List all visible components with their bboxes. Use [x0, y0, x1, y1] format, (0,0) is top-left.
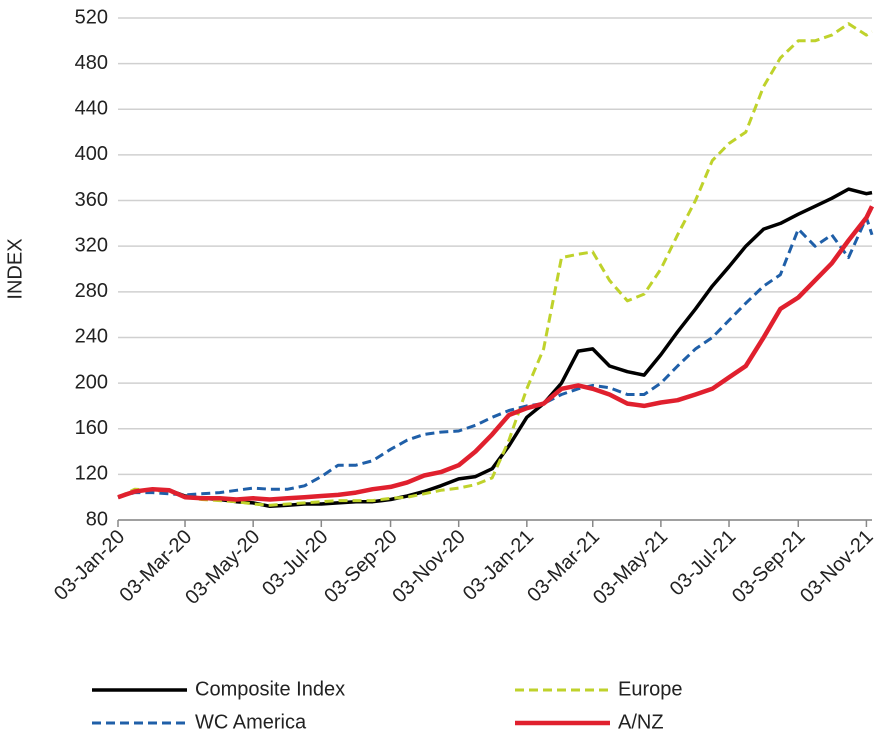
legend-label: Composite Index	[195, 678, 345, 700]
y-tick-label: 520	[75, 6, 108, 28]
x-tick-label: 03-Nov-20	[388, 526, 470, 608]
x-tick-label: 03-Sep-20	[320, 526, 402, 608]
y-tick-label: 80	[86, 508, 108, 530]
x-tick-label: 03-Nov-21	[796, 526, 878, 608]
y-tick-label: 400	[75, 143, 108, 165]
y-tick-label: 240	[75, 326, 108, 348]
y-tick-label: 200	[75, 371, 108, 393]
y-tick-label: 480	[75, 52, 108, 74]
x-tick-label: 03-May-21	[589, 526, 672, 609]
x-tick-label: 03-Jul-21	[666, 526, 741, 601]
series-line	[117, 205, 875, 502]
y-tick-label: 280	[75, 280, 108, 302]
legend-label: A/NZ	[618, 711, 664, 733]
series-line	[117, 22, 873, 507]
y-tick-label: 120	[75, 463, 108, 485]
y-axis-label: INDEX	[4, 238, 26, 299]
legend-label: WC America	[195, 711, 307, 733]
x-tick-label: 03-May-20	[181, 526, 264, 609]
x-tick-label: 03-Jul-20	[258, 526, 333, 601]
y-tick-label: 160	[75, 417, 108, 439]
series-line	[117, 216, 874, 499]
x-tick-label: 03-Sep-21	[728, 526, 810, 608]
legend-label: Europe	[618, 678, 683, 700]
y-tick-label: 360	[75, 189, 108, 211]
y-tick-label: 440	[75, 98, 108, 120]
y-tick-label: 320	[75, 234, 108, 256]
